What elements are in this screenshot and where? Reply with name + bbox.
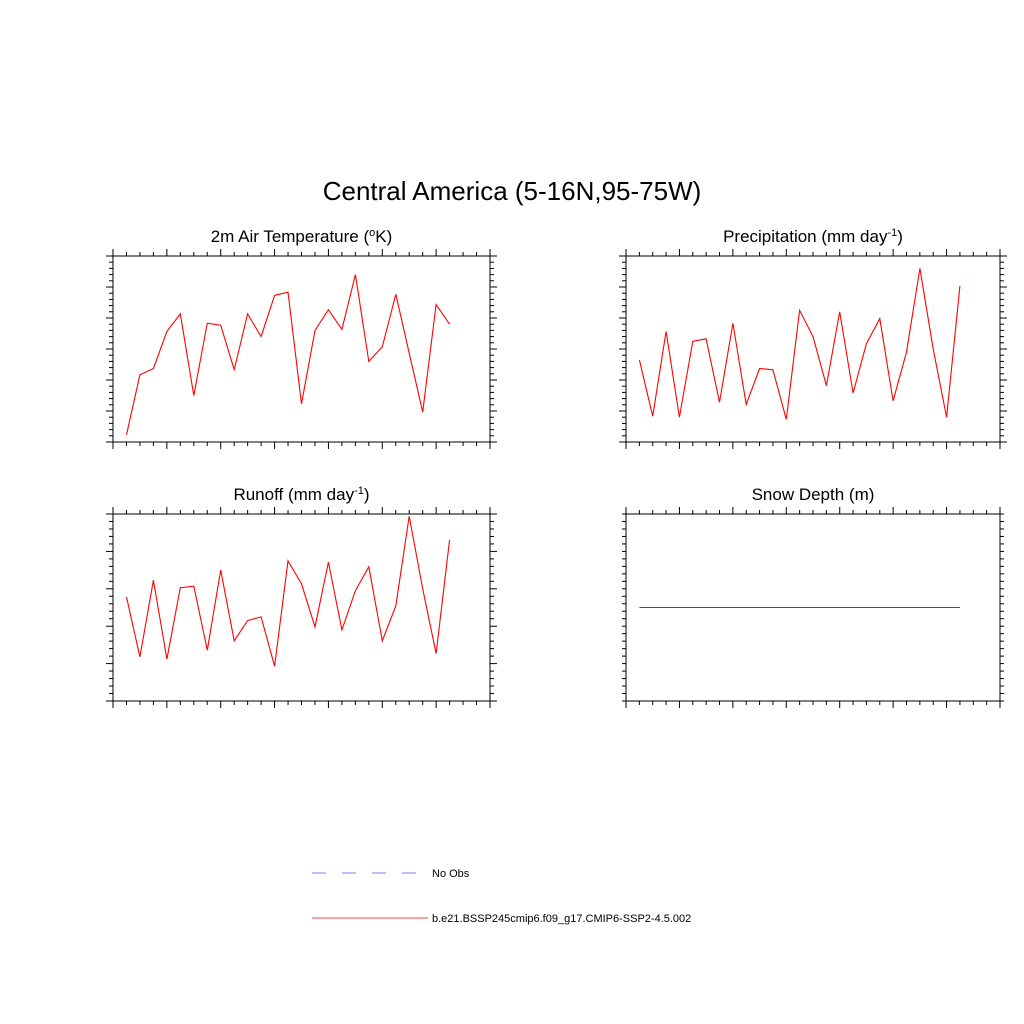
snow-panel-title: Snow Depth (m) <box>752 485 875 504</box>
precip-series-line-0 <box>638 268 961 420</box>
runoff-panel-title: Runoff (mm day-1) <box>233 485 369 504</box>
panel-snow: Snow Depth (m) <box>622 485 1004 708</box>
precip-plot-frame <box>625 255 1001 443</box>
runoff-plot-frame <box>112 513 491 702</box>
legend-label-no-obs: No Obs <box>432 868 470 880</box>
panels-group: 2m Air Temperature (oK) Precipitation (mm… <box>106 227 1007 708</box>
temp-series-line-0 <box>125 274 451 435</box>
legend-label-model: b.e21.BSSP245cmip6.f09_g17.CMIP6-SSP2-4.… <box>432 913 691 925</box>
panel-precip: Precipitation (mm day-1) <box>619 227 1007 449</box>
precip-panel-title: Precipitation (mm day-1) <box>723 227 903 246</box>
runoff-series-line-0 <box>125 516 451 667</box>
figure-title: Central America (5-16N,95-75W) <box>323 176 702 206</box>
legend: No Obs b.e21.BSSP245cmip6.f09_g17.CMIP6-… <box>312 868 691 925</box>
panel-runoff: Runoff (mm day-1) <box>106 485 497 708</box>
panel-temp: 2m Air Temperature (oK) <box>106 227 497 449</box>
temp-plot-frame <box>112 255 491 443</box>
temp-panel-title: 2m Air Temperature (oK) <box>211 227 393 246</box>
